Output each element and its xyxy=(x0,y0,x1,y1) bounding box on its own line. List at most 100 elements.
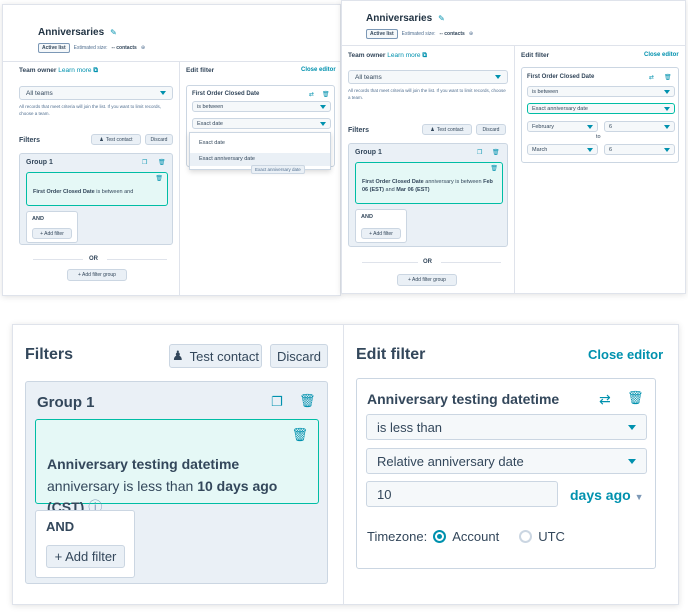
add-filter-group-button[interactable]: + Add filter group xyxy=(67,269,127,281)
team-select[interactable]: All teams xyxy=(19,86,173,100)
chevron-down-icon xyxy=(320,104,326,109)
filter-condition[interactable]: 🗑 First Order Closed Date is between and xyxy=(26,172,168,206)
filter-condition[interactable]: 🗑 Anniversary testing datetime anniversa… xyxy=(35,419,319,515)
list-meta: Active list Estimated size: -- contacts … xyxy=(366,29,473,39)
discard-button[interactable]: Discard xyxy=(476,124,506,135)
tz-utc-radio[interactable] xyxy=(519,530,533,543)
person-icon: ♟ xyxy=(430,126,435,133)
date-type-select[interactable]: Relative anniversary date xyxy=(366,448,647,474)
tz-utc-label: UTC xyxy=(538,529,565,544)
discard-button[interactable]: Discard xyxy=(270,344,328,368)
card-trash-icon[interactable]: 🗑 xyxy=(664,75,672,81)
chevron-down-icon xyxy=(160,91,166,95)
learn-more-link[interactable]: Learn more xyxy=(58,67,92,74)
discard-button[interactable]: Discard xyxy=(145,134,173,145)
condition-to: Mar 06 (EST) xyxy=(396,186,430,193)
chevron-down-icon xyxy=(320,121,326,126)
copy-icon[interactable]: ❐ xyxy=(271,394,283,409)
chevron-down-icon xyxy=(495,75,501,79)
close-editor-link[interactable]: Close editor xyxy=(644,52,679,58)
panel-divider xyxy=(179,61,180,295)
month-to-select[interactable]: March xyxy=(527,144,598,155)
month-from-select[interactable]: February xyxy=(527,121,598,132)
chevron-down-icon xyxy=(628,458,636,464)
chevron-down-icon xyxy=(664,89,670,94)
chevron-down-icon xyxy=(664,106,670,111)
day-from-select[interactable]: 6 xyxy=(604,121,675,132)
close-editor-link[interactable]: Close editor xyxy=(588,347,664,362)
and-block: AND + Add filter xyxy=(355,209,407,243)
add-filter-button[interactable]: + Add filter xyxy=(32,228,72,239)
copy-icon[interactable]: ❐ xyxy=(477,150,483,156)
team-owner-label: Team owner Learn more ⧉ xyxy=(19,67,98,74)
condition-trash-icon[interactable]: 🗑 xyxy=(291,427,308,442)
option-exact-anniversary-date[interactable]: Exact anniversary date xyxy=(190,153,330,166)
swap-icon[interactable]: ⇄ xyxy=(599,391,611,407)
or-line-right xyxy=(107,259,167,260)
edit-pencil-icon[interactable]: ✎ xyxy=(110,28,117,37)
copy-icon[interactable]: ❐ xyxy=(142,160,148,166)
add-filter-button[interactable]: + Add filter xyxy=(46,545,125,568)
unit-select[interactable]: days ago ▼ xyxy=(570,487,644,503)
edit-filter-heading: Edit filter xyxy=(521,52,550,59)
card-title: First Order Closed Date xyxy=(192,91,260,97)
trash-icon[interactable]: 🗑 xyxy=(158,160,166,166)
or-line-right xyxy=(441,262,501,263)
filter-condition[interactable]: 🗑 First Order Closed Date anniversary is… xyxy=(355,162,503,204)
edit-pencil-icon[interactable]: ✎ xyxy=(438,14,445,23)
condition-property: Anniversary testing datetime xyxy=(47,456,240,472)
estimated-size-label: Estimated size: xyxy=(73,45,108,51)
swap-icon[interactable]: ⇄ xyxy=(309,92,315,98)
filter-card: Anniversary testing datetime ⇄ 🗑 is less… xyxy=(356,378,656,569)
team-description: All records that meet criteria will join… xyxy=(348,88,506,100)
list-title: Anniversaries ✎ xyxy=(38,27,117,38)
date-type-select[interactable]: Exact anniversary date xyxy=(527,103,675,114)
test-contact-button[interactable]: ♟ Test contact xyxy=(422,124,472,135)
team-description: All records that meet criteria will join… xyxy=(19,104,162,116)
close-editor-link[interactable]: Close editor xyxy=(301,67,336,73)
trash-icon[interactable]: 🗑 xyxy=(492,150,500,156)
option-exact-date[interactable]: Exact date xyxy=(199,140,225,146)
team-select[interactable]: All teams xyxy=(348,70,508,84)
filter-group-1: Group 1 ❐ 🗑 🗑 First Order Closed Date is… xyxy=(19,153,173,245)
operator-select[interactable]: is between xyxy=(192,101,331,112)
estimated-size-value: -- contacts xyxy=(439,31,465,37)
filter-group-1: Group 1 ❐ 🗑 🗑 First Order Closed Date an… xyxy=(348,143,508,247)
value-input[interactable]: 10 xyxy=(366,481,558,507)
date-type-select[interactable]: Exact date xyxy=(192,118,331,129)
condition-property: First Order Closed Date xyxy=(33,189,95,195)
estimated-size-value: -- contacts xyxy=(111,45,137,51)
filters-heading: Filters xyxy=(19,137,41,144)
screenshot-3: Filters ♟ Test contact Discard Group 1 ❐ … xyxy=(12,324,679,605)
condition-operator: is between and xyxy=(96,189,134,195)
add-filter-group-button[interactable]: + Add filter group xyxy=(397,274,457,286)
card-trash-icon[interactable]: 🗑 xyxy=(627,390,644,405)
test-contact-button[interactable]: ♟ Test contact xyxy=(169,344,262,368)
trash-icon[interactable]: 🗑 xyxy=(299,393,316,408)
group-title: Group 1 xyxy=(355,149,382,156)
swap-icon[interactable]: ⇄ xyxy=(649,75,655,81)
condition-trash-icon[interactable]: 🗑 xyxy=(155,176,163,182)
operator-select[interactable]: is less than xyxy=(366,414,647,440)
to-label: to xyxy=(596,134,601,140)
add-filter-button[interactable]: + Add filter xyxy=(361,228,401,239)
or-line-left xyxy=(33,259,83,260)
chevron-down-icon xyxy=(664,124,670,129)
option-tooltip: Exact anniversary date xyxy=(251,165,305,174)
tz-account-radio[interactable] xyxy=(433,530,447,543)
chevron-down-icon: ▼ xyxy=(634,492,644,502)
list-meta: Active list Estimated size: -- contacts … xyxy=(38,43,145,53)
test-contact-button[interactable]: ♟ Test contact xyxy=(91,134,141,145)
operator-select[interactable]: is between xyxy=(527,86,675,97)
day-to-select[interactable]: 6 xyxy=(604,144,675,155)
condition-trash-icon[interactable]: 🗑 xyxy=(490,166,498,172)
card-trash-icon[interactable]: 🗑 xyxy=(322,92,330,98)
filter-card: First Order Closed Date ⇄ 🗑 is between E… xyxy=(521,67,679,163)
timezone-label: Timezone: xyxy=(367,529,428,544)
timezone-row: Timezone: Account UTC xyxy=(367,529,565,544)
estimated-size-label: Estimated size: xyxy=(401,31,436,37)
learn-more-link[interactable]: Learn more xyxy=(387,52,421,59)
tz-account-label: Account xyxy=(452,529,500,544)
filter-group-1: Group 1 ❐ 🗑 🗑 Anniversary testing dateti… xyxy=(25,381,328,584)
chevron-down-icon xyxy=(587,124,593,129)
